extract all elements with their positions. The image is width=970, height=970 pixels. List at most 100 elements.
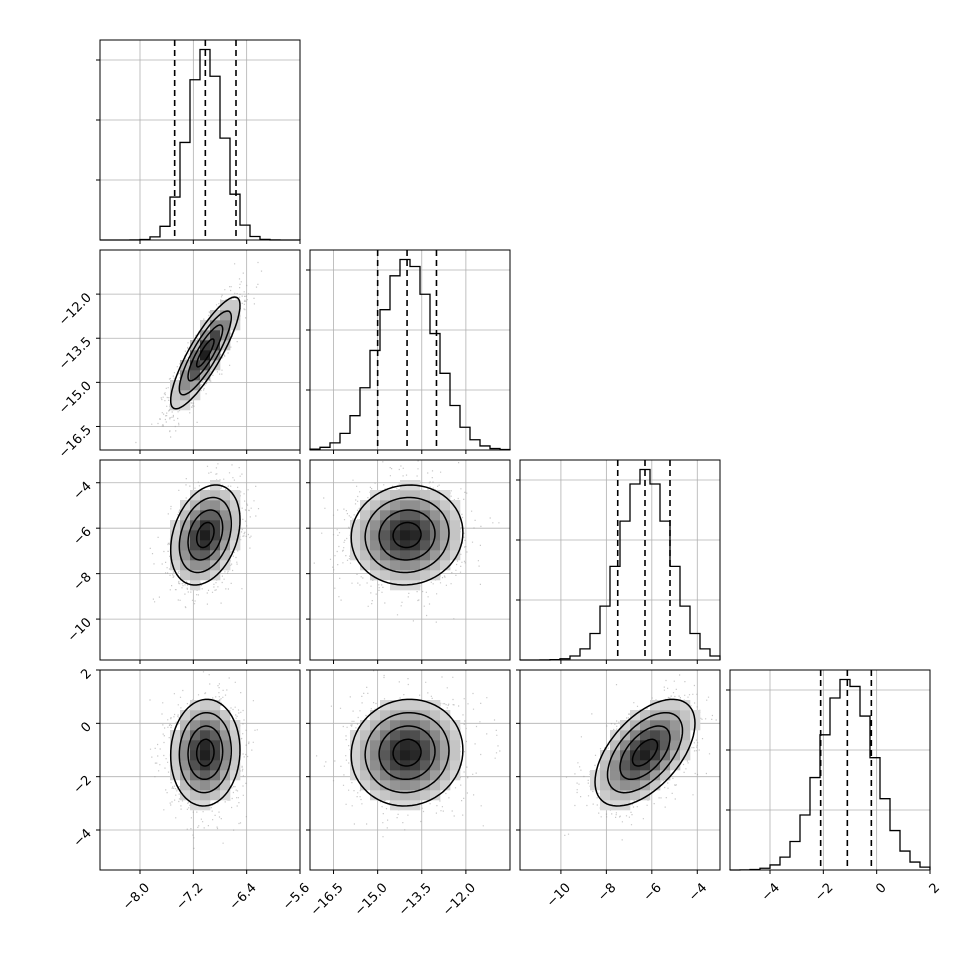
density-cell xyxy=(190,740,201,751)
density-cell xyxy=(180,380,191,391)
density-cell xyxy=(230,750,241,761)
density-cell xyxy=(190,780,201,791)
density-cell xyxy=(360,770,371,781)
density-cell xyxy=(430,730,441,741)
density-cell xyxy=(210,750,221,761)
density-cell xyxy=(380,540,391,551)
density-cell xyxy=(620,780,631,791)
density-cell xyxy=(370,750,381,761)
density-3-1 xyxy=(316,670,501,838)
density-cell xyxy=(200,710,211,721)
density-cell xyxy=(380,550,391,561)
density-cell xyxy=(350,530,361,541)
density-cell xyxy=(370,760,381,771)
density-cell xyxy=(660,700,671,711)
density-cell xyxy=(370,730,381,741)
density-cell xyxy=(230,520,241,531)
density-cell xyxy=(680,730,691,741)
density-cell xyxy=(180,550,191,561)
density-cell xyxy=(660,770,671,781)
density-cell xyxy=(180,770,191,781)
density-cell xyxy=(600,770,611,781)
contour-0 xyxy=(195,521,215,549)
panel-frame xyxy=(99,39,301,241)
density-cell xyxy=(220,510,231,521)
density-cell xyxy=(440,720,451,731)
y-tick-label-3-1: −2 xyxy=(71,773,95,797)
density-cell xyxy=(210,720,221,731)
density-3-2 xyxy=(564,670,717,841)
density-cell xyxy=(650,740,661,751)
panel-3-3 xyxy=(726,669,931,874)
y-tick-label-3-3: 2 xyxy=(78,666,94,682)
contour-3 xyxy=(169,698,241,807)
density-cell xyxy=(420,790,431,801)
density-cell xyxy=(410,500,421,511)
density-cell xyxy=(360,760,371,771)
density-cell xyxy=(370,550,381,561)
density-cell xyxy=(640,720,651,731)
density-cell xyxy=(220,540,231,551)
density-cell xyxy=(200,520,211,531)
density-cell xyxy=(450,760,461,771)
density-cell xyxy=(410,740,421,751)
density-cell xyxy=(420,750,431,761)
density-cell xyxy=(390,720,401,731)
contour-3 xyxy=(169,296,241,410)
density-cell xyxy=(390,520,401,531)
y-tick-label-1-3: −12.0 xyxy=(56,290,95,329)
density-cell xyxy=(400,550,411,561)
density-cell xyxy=(210,530,221,541)
density-cell xyxy=(400,560,411,571)
density-cell xyxy=(390,540,401,551)
density-cell xyxy=(370,740,381,751)
density-cell xyxy=(400,520,411,531)
density-cell xyxy=(630,740,641,751)
panel-frame xyxy=(99,669,301,871)
contour-2 xyxy=(178,496,233,574)
density-cell xyxy=(410,730,421,741)
contour-0 xyxy=(631,738,659,767)
density-cell xyxy=(220,500,231,511)
density-cell xyxy=(180,750,191,761)
contour-2 xyxy=(178,711,233,794)
density-cell xyxy=(400,750,411,761)
density-cell xyxy=(610,760,621,771)
density-cell xyxy=(410,510,421,521)
density-cell xyxy=(200,530,211,541)
density-cell xyxy=(170,740,181,751)
density-cell xyxy=(450,750,461,761)
density-cell xyxy=(170,530,181,541)
density-cell xyxy=(410,710,421,721)
density-cell xyxy=(440,740,451,751)
density-cell xyxy=(190,520,201,531)
density-cell xyxy=(420,780,431,791)
density-cell xyxy=(210,340,221,351)
density-cell xyxy=(610,740,621,751)
y-tick-label-1-0: −16.5 xyxy=(56,423,95,462)
density-cell xyxy=(650,730,661,741)
density-cell xyxy=(400,740,411,751)
density-cell xyxy=(410,780,421,791)
density-cell xyxy=(370,720,381,731)
density-cell xyxy=(190,510,201,521)
density-cell xyxy=(170,400,181,411)
histogram-1 xyxy=(309,258,511,451)
density-cell xyxy=(220,770,231,781)
density-cell xyxy=(390,750,401,761)
density-cell xyxy=(190,750,201,761)
density-cell xyxy=(190,550,201,561)
density-cell xyxy=(430,510,441,521)
density-cell xyxy=(180,540,191,551)
density-cell xyxy=(220,550,231,561)
density-cell xyxy=(210,560,221,571)
panel-frame xyxy=(519,459,721,661)
density-cell xyxy=(170,770,181,781)
x-tick-label-3-0: −4 xyxy=(759,880,783,904)
density-cell xyxy=(390,730,401,741)
density-cell xyxy=(650,770,661,781)
density-cell xyxy=(230,300,241,311)
density-cell xyxy=(390,500,401,511)
density-cell xyxy=(200,570,211,581)
density-cell xyxy=(410,570,421,581)
